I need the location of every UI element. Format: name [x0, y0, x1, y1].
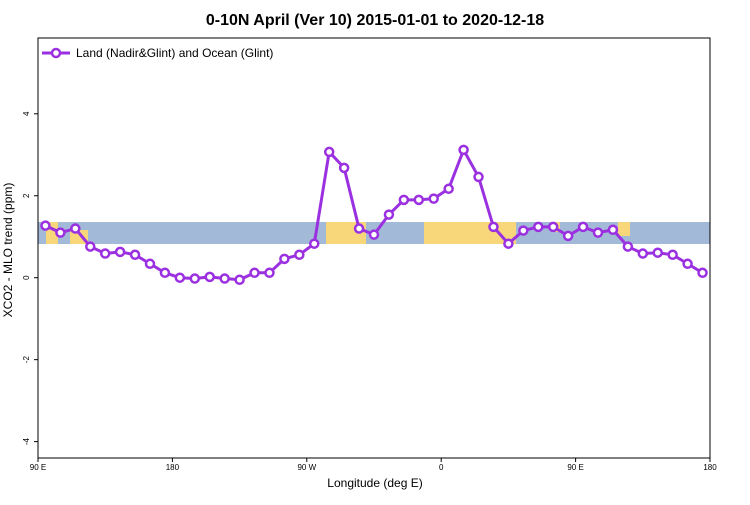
data-point: [219, 273, 230, 284]
data-point: [413, 194, 425, 206]
data-point: [99, 248, 111, 259]
data-point: [234, 274, 245, 286]
data-point: [383, 209, 395, 220]
data-point: [682, 258, 693, 270]
y-tick-label: -4: [22, 438, 31, 446]
data-point: [533, 221, 544, 233]
y-tick-label: 4: [22, 111, 31, 116]
data-point: [652, 247, 663, 258]
data-point: [458, 144, 469, 156]
x-axis-label: Longitude (deg E): [327, 476, 422, 490]
x-tick-label: 90 E: [567, 463, 583, 472]
data-point: [428, 193, 439, 204]
y-tick-label: 0: [22, 275, 31, 280]
x-tick-label: 90 E: [30, 463, 46, 472]
data-point: [279, 253, 290, 265]
data-point: [637, 248, 649, 259]
chart-title: 0-10N April (Ver 10) 2015-01-01 to 2020-…: [206, 12, 544, 29]
data-point: [398, 194, 410, 206]
plot-frame: [37, 37, 711, 459]
land: [424, 222, 516, 244]
data-point: [249, 267, 260, 279]
data-point: [697, 267, 708, 279]
data-point: [294, 249, 305, 261]
data-point: [144, 258, 156, 270]
legend-marker: [50, 47, 62, 59]
data-point: [607, 224, 619, 236]
data-point: [562, 230, 574, 242]
data-point: [323, 146, 335, 158]
data-point: [264, 267, 275, 279]
data-point: [488, 221, 499, 233]
series-line: [44, 146, 704, 282]
data-point: [622, 241, 634, 252]
data-point: [55, 227, 66, 238]
data-point: [309, 238, 320, 249]
x-tick-label: 180: [166, 463, 180, 472]
data-point: [547, 221, 559, 233]
data-point: [189, 273, 201, 284]
data-point: [114, 246, 126, 258]
data-point: [159, 267, 171, 279]
data-point: [129, 249, 141, 261]
data-point: [577, 221, 589, 233]
data-point: [40, 220, 51, 231]
data-point: [518, 225, 529, 236]
data-point: [85, 241, 96, 252]
data-point: [667, 249, 678, 261]
data-point: [592, 227, 604, 238]
x-tick-label: 0: [439, 463, 444, 472]
data-point: [338, 162, 350, 174]
legend-label: Land (Nadir&Glint) and Ocean (Glint): [76, 46, 273, 60]
data-point: [443, 183, 454, 195]
x-tick-label: 180: [703, 463, 717, 472]
land: [618, 222, 630, 236]
data-point: [70, 223, 81, 234]
y-tick-label: -2: [22, 356, 31, 364]
x-tick-label: 90 W: [297, 463, 316, 472]
y-tick-label: 2: [22, 193, 31, 198]
data-point: [368, 229, 380, 240]
data-point: [473, 171, 484, 183]
data-point: [204, 271, 215, 283]
data-point: [503, 238, 514, 249]
y-axis-label: XCO2 - MLO trend (ppm): [1, 183, 15, 318]
data-point: [353, 223, 365, 234]
data-point: [174, 272, 186, 283]
